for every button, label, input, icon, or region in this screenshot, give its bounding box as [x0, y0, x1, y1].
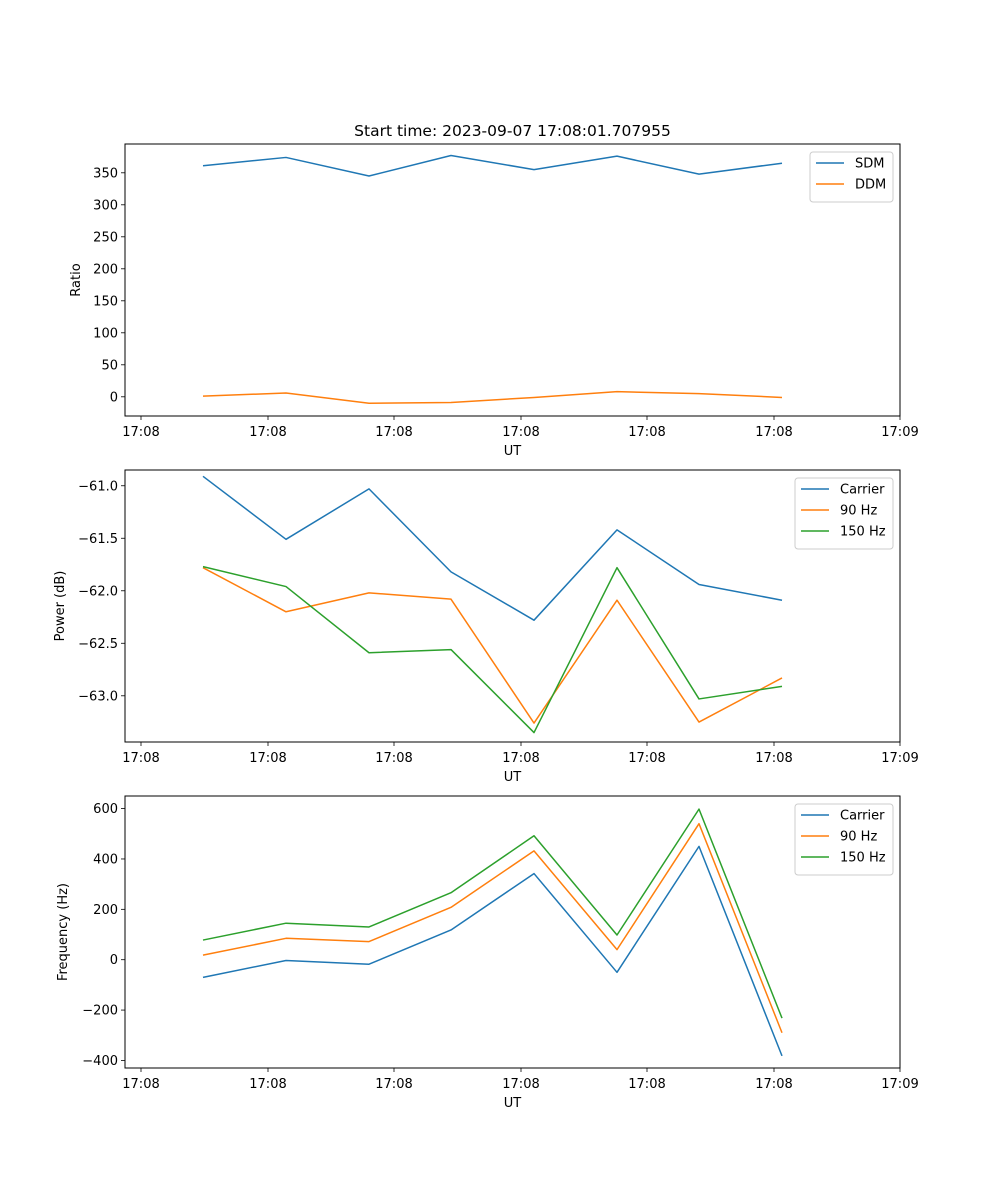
y-tick-label: 50 — [101, 358, 118, 373]
y-axis-label: Frequency (Hz) — [56, 883, 71, 981]
series-line-carrier — [202, 845, 783, 1057]
y-tick-label: 100 — [93, 326, 118, 341]
x-tick-label: 17:08 — [249, 425, 286, 440]
legend-label: SDM — [855, 157, 884, 172]
y-tick-label: 0 — [110, 953, 118, 968]
series-line-150-hz — [202, 808, 783, 1019]
y-tick-label: −62.5 — [78, 637, 118, 652]
y-tick-label: 200 — [93, 903, 118, 918]
x-axis-label: UT — [504, 1096, 522, 1111]
series-line-90-hz — [202, 822, 783, 1034]
y-tick-label: 300 — [93, 198, 118, 213]
x-tick-label: 17:08 — [755, 751, 792, 766]
x-tick-label: 17:08 — [502, 751, 539, 766]
y-tick-label: 150 — [93, 294, 118, 309]
x-tick-label: 17:09 — [881, 1077, 918, 1092]
legend-label: Carrier — [840, 809, 885, 824]
y-tick-label: 600 — [93, 802, 118, 817]
legend-label: 150 Hz — [840, 525, 886, 540]
x-tick-label: 17:08 — [375, 425, 412, 440]
y-tick-label: −62.0 — [78, 584, 118, 599]
series-line-150-hz — [202, 565, 783, 734]
x-tick-label: 17:08 — [375, 751, 412, 766]
chart-panel-2: 17:08 17:08 17:08 17:08 17:08 17:08 17:09 −61.0… — [53, 469, 919, 785]
chart-panel-1: 17:08 17:08 17:08 17:08 17:08 17:08 17:09 0 50 10… — [69, 122, 919, 459]
x-tick-label: 17:09 — [881, 751, 918, 766]
x-tick-label: 17:08 — [249, 751, 286, 766]
legend-label: Carrier — [840, 483, 885, 498]
y-tick-label: −400 — [82, 1054, 118, 1069]
x-tick-label: 17:08 — [122, 751, 159, 766]
x-tick-label: 17:08 — [755, 425, 792, 440]
x-tick-label: 17:08 — [628, 425, 665, 440]
legend-label: 90 Hz — [840, 830, 877, 845]
y-tick-label: 400 — [93, 852, 118, 867]
y-tick-label: 250 — [93, 230, 118, 245]
x-tick-label: 17:08 — [375, 1077, 412, 1092]
legend: Carrier 90 Hz 150 Hz — [794, 803, 894, 876]
x-axis-label: UT — [504, 770, 522, 785]
y-axis-label: Power (dB) — [53, 571, 68, 642]
series-line-ddm — [202, 390, 783, 404]
series-line-sdm — [202, 154, 783, 177]
x-tick-label: 17:09 — [881, 425, 918, 440]
series-line-carrier — [202, 475, 783, 621]
plot-area — [124, 469, 901, 743]
y-tick-label: −63.0 — [78, 689, 118, 704]
x-tick-label: 17:08 — [755, 1077, 792, 1092]
x-tick-label: 17:08 — [502, 1077, 539, 1092]
x-tick-label: 17:08 — [122, 1077, 159, 1092]
legend: SDM DDM — [809, 151, 894, 203]
legend: Carrier 90 Hz 150 Hz — [794, 477, 894, 550]
legend-label: 150 Hz — [840, 851, 886, 866]
x-axis-label: UT — [504, 444, 522, 459]
x-tick-label: 17:08 — [628, 751, 665, 766]
y-tick-label: −200 — [82, 1004, 118, 1019]
plot-area — [124, 795, 901, 1069]
y-axis-label: Ratio — [69, 263, 84, 296]
chart-panel-3: 17:08 17:08 17:08 17:08 17:08 17:08 17:09 −400 −… — [56, 795, 919, 1111]
y-tick-label: −61.0 — [78, 479, 118, 494]
chart-title: Start time: 2023-09-07 17:08:01.707955 — [354, 122, 671, 140]
legend-box — [809, 151, 894, 203]
y-tick-label: 350 — [93, 166, 118, 181]
y-tick-label: 200 — [93, 262, 118, 277]
legend-label: DDM — [855, 178, 886, 193]
series-line-90-hz — [202, 567, 783, 724]
plot-area — [124, 143, 901, 417]
x-tick-label: 17:08 — [502, 425, 539, 440]
x-tick-label: 17:08 — [628, 1077, 665, 1092]
y-tick-label: 0 — [110, 390, 118, 405]
y-tick-label: −61.5 — [78, 532, 118, 547]
legend-label: 90 Hz — [840, 504, 877, 519]
x-tick-label: 17:08 — [122, 425, 159, 440]
x-tick-label: 17:08 — [249, 1077, 286, 1092]
